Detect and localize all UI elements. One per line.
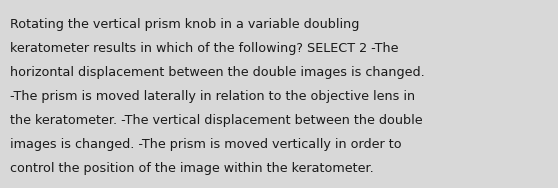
Text: -The prism is moved laterally in relation to the objective lens in: -The prism is moved laterally in relatio… <box>10 90 415 103</box>
Text: images is changed. -The prism is moved vertically in order to: images is changed. -The prism is moved v… <box>10 138 402 151</box>
Text: horizontal displacement between the double images is changed.: horizontal displacement between the doub… <box>10 66 425 79</box>
Text: the keratometer. -The vertical displacement between the double: the keratometer. -The vertical displacem… <box>10 114 422 127</box>
Text: Rotating the vertical prism knob in a variable doubling: Rotating the vertical prism knob in a va… <box>10 18 359 31</box>
Text: control the position of the image within the keratometer.: control the position of the image within… <box>10 162 374 175</box>
Text: keratometer results in which of the following? SELECT 2 -The: keratometer results in which of the foll… <box>10 42 398 55</box>
